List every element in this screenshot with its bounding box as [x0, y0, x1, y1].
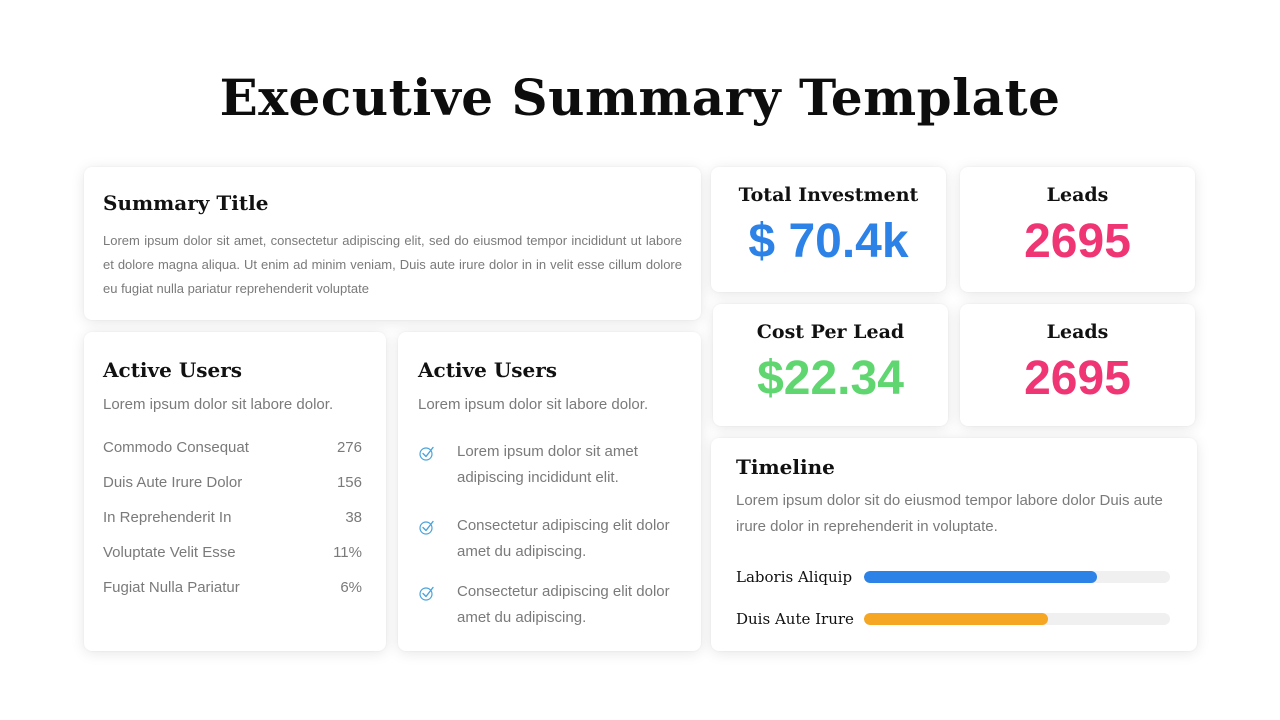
- stat-label: Commodo Consequat: [103, 439, 249, 456]
- progress-track: [864, 613, 1170, 625]
- active-users-stats-subtitle: Lorem ipsum dolor sit labore dolor.: [103, 396, 334, 413]
- checklist-item-text: Consectetur adipiscing elit dolor amet d…: [457, 517, 670, 560]
- active-users-stats-card: Active Users Lorem ipsum dolor sit labor…: [84, 332, 386, 651]
- kpi-value: $ 70.4k: [748, 215, 909, 268]
- kpi-card-leads: Leads 2695: [960, 167, 1195, 292]
- kpi-card-leads-2: Leads 2695: [960, 304, 1195, 426]
- stat-value: 156: [336, 474, 362, 491]
- timeline-bar-label: Duis Aute Irure: [736, 610, 854, 628]
- timeline-heading: Timeline: [736, 455, 835, 479]
- progress-fill: [864, 571, 1097, 583]
- checklist-item: Consectetur adipiscing elit dolor amet d…: [418, 513, 682, 565]
- stat-row: Fugiat Nulla Pariatur 6%: [103, 577, 362, 612]
- checklist-item-text: Lorem ipsum dolor sit amet adipiscing in…: [457, 443, 638, 486]
- kpi-card-cost-per-lead: Cost Per Lead $22.34: [713, 304, 948, 426]
- stat-value: 6%: [340, 579, 362, 596]
- timeline-card: Timeline Lorem ipsum dolor sit do eiusmo…: [711, 438, 1197, 651]
- kpi-card-total-investment: Total Investment $ 70.4k: [711, 167, 946, 292]
- kpi-label: Total Investment: [738, 184, 919, 206]
- kpi-value: 2695: [1024, 215, 1131, 268]
- stats-list: Commodo Consequat 276 Duis Aute Irure Do…: [103, 437, 362, 612]
- summary-body: Lorem ipsum dolor sit amet, consectetur …: [103, 233, 682, 296]
- page-title: Executive Summary Template: [219, 68, 1061, 127]
- stat-value: 38: [345, 509, 362, 526]
- kpi-label: Cost Per Lead: [756, 321, 905, 343]
- checklist-item: Consectetur adipiscing elit dolor amet d…: [418, 579, 682, 631]
- kpi-value: 2695: [1024, 352, 1131, 405]
- stat-value: 11%: [333, 544, 362, 561]
- summary-card: Summary Title Lorem ipsum dolor sit amet…: [84, 167, 701, 320]
- active-users-stats-heading: Active Users: [103, 358, 243, 382]
- stat-label: In Reprehenderit In: [103, 509, 232, 526]
- timeline-body: Lorem ipsum dolor sit do eiusmod tempor …: [736, 492, 1163, 535]
- kpi-label: Leads: [1046, 321, 1109, 343]
- timeline-bar-row: Duis Aute Irure: [736, 598, 1170, 640]
- stat-label: Fugiat Nulla Pariatur: [103, 579, 240, 596]
- timeline-bar-label: Laboris Aliquip: [736, 568, 853, 586]
- stat-row: Commodo Consequat 276: [103, 437, 362, 472]
- stat-row: Duis Aute Irure Dolor 156: [103, 472, 362, 507]
- active-users-checklist-card: Active Users Lorem ipsum dolor sit labor…: [398, 332, 701, 651]
- timeline-bars: Laboris Aliquip Duis Aute Irure: [736, 556, 1170, 640]
- summary-heading: Summary Title: [103, 191, 269, 215]
- stat-label: Duis Aute Irure Dolor: [103, 474, 243, 491]
- kpi-value: $22.34: [757, 352, 904, 405]
- check-icon: [419, 586, 434, 601]
- stat-value: 276: [336, 439, 362, 456]
- stat-label: Voluptate Velit Esse: [103, 544, 236, 561]
- active-users-checklist-subtitle: Lorem ipsum dolor sit labore dolor.: [418, 396, 649, 413]
- stat-row: In Reprehenderit In 38: [103, 507, 362, 542]
- checklist: Lorem ipsum dolor sit amet adipiscing in…: [418, 439, 682, 631]
- kpi-label: Leads: [1046, 184, 1109, 206]
- progress-fill: [864, 613, 1048, 625]
- check-icon: [419, 520, 434, 535]
- stat-row: Voluptate Velit Esse 11%: [103, 542, 362, 577]
- checklist-item-text: Consectetur adipiscing elit dolor amet d…: [457, 583, 670, 626]
- progress-track: [864, 571, 1170, 583]
- timeline-bar-row: Laboris Aliquip: [736, 556, 1170, 598]
- checklist-item: Lorem ipsum dolor sit amet adipiscing in…: [418, 439, 682, 491]
- check-icon: [419, 446, 434, 461]
- active-users-checklist-heading: Active Users: [418, 358, 558, 382]
